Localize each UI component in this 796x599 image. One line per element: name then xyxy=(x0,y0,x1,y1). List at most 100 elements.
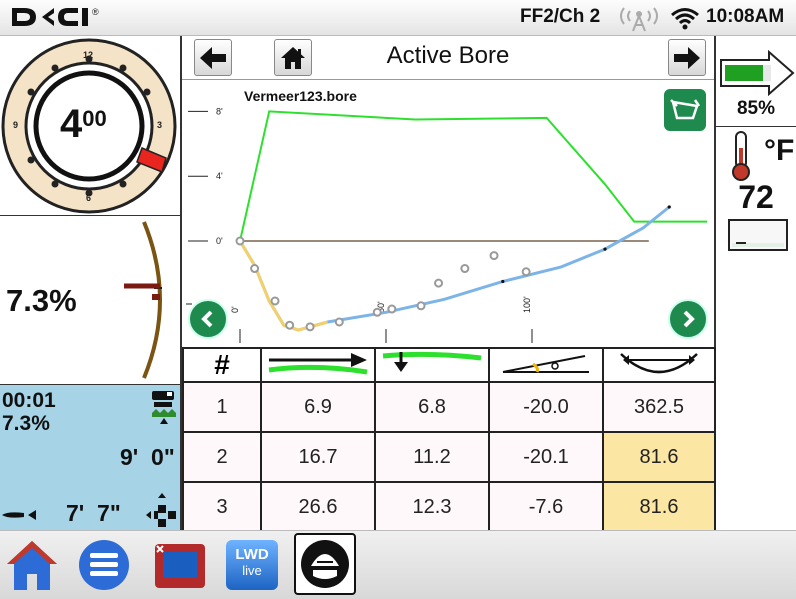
drill-head-icon xyxy=(301,540,349,588)
y-tick-label: 0' xyxy=(216,236,223,246)
x-tick-label: 0' xyxy=(230,306,240,313)
depth-change-icon xyxy=(382,351,482,372)
battery-percent: 85% xyxy=(736,98,776,119)
drill-rig-icon xyxy=(150,389,178,430)
rod-table: # xyxy=(182,347,716,533)
pitch-arc xyxy=(124,221,162,379)
rod-number-header[interactable]: # xyxy=(182,347,262,383)
bore-point xyxy=(603,247,607,251)
roll-value-main: 4 xyxy=(60,102,83,146)
depth-line-series xyxy=(239,110,708,242)
depth-panel-pitch: 7.3% xyxy=(2,412,50,435)
arrow-right-icon xyxy=(674,46,700,69)
home-icon xyxy=(7,541,57,590)
bend-radius-cell: 362.5 xyxy=(602,381,716,433)
rod-marker xyxy=(285,320,295,330)
svg-text:®: ® xyxy=(92,7,99,17)
rod-number: 2 xyxy=(182,431,262,483)
pitch-angle-icon xyxy=(502,354,589,373)
pitch-cell: -20.1 xyxy=(488,431,604,483)
rod-marker xyxy=(250,264,260,274)
roll-dial xyxy=(1,38,177,214)
depth-cell: 12.3 xyxy=(374,481,490,533)
table-row[interactable]: 3 26.6 12.3 -7.6 81.6 xyxy=(182,481,716,533)
rod-marker xyxy=(235,236,245,246)
home-nav-button[interactable] xyxy=(274,39,312,76)
menu-button[interactable] xyxy=(76,537,132,593)
right-panel: 85% °F 72 xyxy=(716,36,796,530)
forward-button[interactable] xyxy=(668,39,706,76)
pitch-angle-header[interactable] xyxy=(488,347,604,383)
depth-panel[interactable]: 00:01 7.3% 9' 0" 7' 7" xyxy=(0,384,180,530)
clock: 10:08AM xyxy=(706,6,785,27)
scroll-right-icon xyxy=(683,310,695,328)
scroll-left-icon xyxy=(201,310,213,328)
target-crosshair-icon xyxy=(144,491,180,536)
depth-cell: 6.8 xyxy=(374,381,490,433)
bore-path-start-series xyxy=(238,240,329,332)
bore-plot[interactable]: 8' 4' 0' 0' 50' 100' Vermeer123.bore xyxy=(182,81,714,347)
rod-marker xyxy=(416,301,426,311)
locate-button[interactable] xyxy=(152,537,208,593)
scroll-right-button[interactable] xyxy=(668,299,708,339)
drill-view-button[interactable] xyxy=(664,89,706,131)
pitch-panel[interactable]: 7.3% xyxy=(0,216,180,384)
battery-icon xyxy=(719,49,795,101)
roll-value: 400 xyxy=(60,102,107,147)
home-button[interactable] xyxy=(4,537,60,593)
live-label: live xyxy=(242,563,262,578)
rod-marker xyxy=(372,307,382,317)
back-button[interactable] xyxy=(194,39,232,76)
lwd-live-icon: LWD live xyxy=(226,540,278,590)
y-tick-label: 4' xyxy=(216,171,223,181)
roll-dial-panel[interactable]: 12 3 6 9 400 xyxy=(0,36,180,216)
depth-change-header[interactable] xyxy=(374,347,490,383)
page-title: Active Bore xyxy=(386,42,510,69)
nav-bar: Active Bore xyxy=(182,36,714,80)
dial-label-3: 3 xyxy=(157,120,163,130)
rod-length-header[interactable] xyxy=(260,347,376,383)
bore-plot-svg: 8' 4' 0' 0' 50' 100' xyxy=(186,106,708,343)
rod-number: 1 xyxy=(182,381,262,433)
rod-marker xyxy=(489,251,499,261)
bend-radius-icon xyxy=(620,352,698,373)
pitch-value: 7.3% xyxy=(6,283,77,318)
bend-radius-header[interactable] xyxy=(602,347,716,383)
depth-value: 9' 0" xyxy=(120,444,175,470)
distance-value: 7' 7" xyxy=(66,500,121,526)
rod-marker xyxy=(270,296,280,306)
frequency-channel: FF2/Ch 2 xyxy=(520,6,601,27)
bottom-bar: LWD live xyxy=(0,530,796,599)
rod-length-cell: 16.7 xyxy=(260,431,376,483)
wifi-icon xyxy=(670,6,700,35)
locate-screen-icon xyxy=(155,544,205,588)
bore-path-series xyxy=(238,205,671,332)
rod-marker xyxy=(387,304,397,314)
lwd-live-button[interactable]: LWD live xyxy=(224,537,280,593)
home-icon xyxy=(281,46,305,69)
status-bar: ® FF2/Ch 2 10:08AM xyxy=(0,0,796,36)
elapsed-time: 00:01 xyxy=(2,389,56,412)
temperature-gauge-icon xyxy=(728,219,788,256)
rod-marker xyxy=(460,264,470,274)
table-row[interactable]: 1 6.9 6.8 -20.0 362.5 xyxy=(182,381,716,433)
drill-head-button[interactable] xyxy=(294,533,356,595)
x-tick-label: 50' xyxy=(376,301,386,313)
pitch-cell: -20.0 xyxy=(488,381,604,433)
bore-file-name: Vermeer123.bore xyxy=(244,88,357,104)
table-row[interactable]: 2 16.7 11.2 -20.1 81.6 xyxy=(182,431,716,483)
rod-length-cell: 26.6 xyxy=(260,481,376,533)
arrow-left-icon xyxy=(200,46,226,69)
thermometer-icon xyxy=(730,130,752,187)
y-tick-label: 8' xyxy=(216,106,223,116)
antenna-icon xyxy=(614,4,664,37)
bore-point xyxy=(667,205,671,209)
temperature-value: 72 xyxy=(738,179,774,215)
scroll-left-button[interactable] xyxy=(188,299,228,339)
rod-marker xyxy=(434,278,444,288)
temperature-unit: °F xyxy=(764,134,795,167)
lwd-label: LWD xyxy=(235,546,269,563)
menu-icon xyxy=(79,540,129,590)
depth-cell: 11.2 xyxy=(374,431,490,483)
roll-value-sup: 00 xyxy=(82,106,107,131)
